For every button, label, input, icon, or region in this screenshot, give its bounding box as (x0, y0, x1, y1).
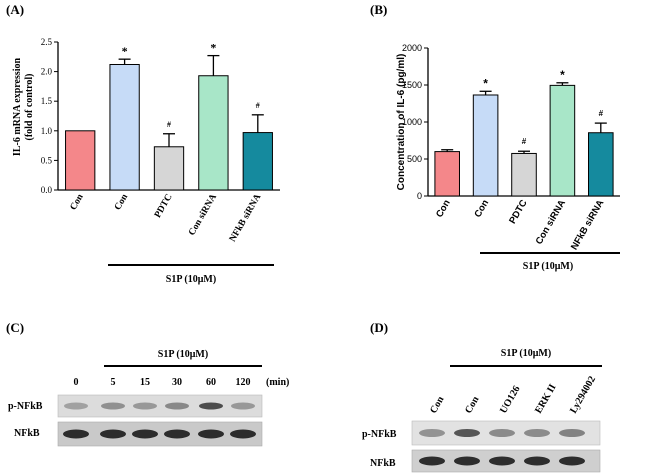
panel-label-d: (D) (370, 320, 388, 335)
chart-b-ytick-label: 0 (417, 191, 422, 201)
chart-b-category-label: PDTC (507, 198, 530, 226)
chart-b-category-label: NFkB siRNA (569, 198, 607, 252)
chart-b-bar (588, 132, 614, 197)
chart-b-bar (472, 94, 499, 197)
chart-a-bar (153, 146, 185, 191)
blot-c-band-pnfkb (133, 402, 157, 410)
blot-d-condition-label: S1P (10μM) (501, 348, 551, 359)
chart-b-bar (549, 84, 576, 197)
blot-c-band-nfkb (164, 429, 190, 439)
chart-a-category-label: NFkB siRNA (228, 192, 264, 244)
chart-b-category-label: Con (434, 198, 453, 220)
blot-d-band-nfkb (559, 456, 585, 466)
chart-a-significance-mark: # (256, 101, 260, 110)
chart-a-ytick-label: 1.5 (41, 96, 53, 106)
chart-a: 0.0 0.5 1.0 1.5 2.0 2.5 Con * Con # PDTC * Con siRNA… (41, 37, 280, 244)
chart-a-ytick-label: 2.5 (41, 37, 53, 47)
blot-d-band-pnfkb (419, 429, 445, 437)
blot-c-unit-label: (min) (266, 377, 289, 388)
blot-c-row-label-nfkb: NFkB (14, 428, 40, 439)
chart-b-significance-mark: # (599, 109, 604, 118)
chart-b-bar (434, 151, 460, 197)
blot-d-row-label-pnfkb: p-NFkB (362, 429, 397, 440)
chart-a-significance-mark: * (210, 41, 216, 55)
blot-c-row-label-pnfkb: p-NFkB (8, 401, 43, 412)
blot-d-band-pnfkb (454, 429, 480, 437)
chart-a-ylabel-line1: IL-6 mRNA expression (12, 57, 23, 156)
blot-c-band-pnfkb (101, 402, 125, 410)
blot-d-bands (419, 429, 585, 466)
blot-c-band-nfkb (100, 429, 126, 439)
chart-a-bar (109, 63, 140, 191)
panel-label-a: (A) (6, 2, 24, 17)
chart-b-significance-mark: # (522, 137, 527, 146)
chart-b-bar (511, 152, 537, 197)
chart-b-ytick-label: 500 (407, 154, 422, 164)
blot-d-band-pnfkb (489, 429, 515, 437)
blot-d-band-nfkb (524, 456, 550, 466)
chart-a-category-label: Con siRNA (187, 192, 219, 237)
blot-c-band-pnfkb (231, 402, 255, 410)
blot-d-band-pnfkb (559, 429, 585, 437)
chart-b-category-label: Con siRNA (534, 198, 568, 247)
blot-c-lane-labels: 0 5 15 30 60 120 (74, 377, 251, 388)
blot-c-condition-label: S1P (10μM) (158, 349, 208, 360)
blot-c-lane-label: 5 (111, 377, 116, 388)
chart-a-condition-label: S1P (10μM) (166, 274, 216, 285)
blot-c-band-pnfkb (199, 402, 223, 410)
chart-a-bar (65, 130, 96, 191)
blot-d-row-label-nfkb: NFkB (370, 458, 396, 469)
blot-d-lane-label: Con (428, 394, 447, 415)
chart-a-ytick-label: 0.5 (41, 155, 53, 165)
chart-b-ylabel: Concentration of IL-6 (pg/ml) (396, 54, 407, 191)
blot-c-lane-label: 30 (172, 377, 182, 388)
chart-a-ytick-label: 0.0 (41, 185, 53, 195)
chart-a-significance-mark: # (167, 120, 171, 129)
blot-c-strip-pnfkb (57, 394, 263, 418)
blot-c-bands (63, 402, 256, 439)
chart-a-category-label: PDTC (153, 192, 175, 220)
chart-b-ytick-label: 1500 (402, 80, 422, 90)
blot-c-lane-label: 0 (74, 377, 79, 388)
blot-c-band-nfkb (198, 429, 224, 439)
chart-a-significance-mark: * (122, 44, 128, 58)
blot-c-lane-label: 60 (206, 377, 216, 388)
blot-d-lane-label: UO126 (498, 384, 523, 415)
blot-d-band-nfkb (489, 456, 515, 466)
chart-a-ytick-label: 2.0 (41, 67, 53, 77)
chart-a-category-label: Con (113, 192, 130, 212)
blot-c-band-nfkb (132, 429, 158, 439)
blot-c-strip-nfkb (57, 421, 263, 447)
chart-b-condition-label: S1P (10μM) (523, 261, 573, 272)
panel-label-b: (B) (370, 2, 387, 17)
blot-d-lane-label: Con (463, 394, 482, 415)
chart-a-ytick-label: 1.0 (41, 126, 53, 136)
blot-d-lane-labels: Con Con UO126 ERK II Ly294002 (428, 374, 598, 415)
blot-d-lane-label: ERK II (533, 382, 559, 415)
chart-b-ytick-label: 2000 (402, 43, 422, 53)
blot-c-band-pnfkb (165, 402, 189, 410)
blot-d-band-nfkb (419, 456, 445, 466)
chart-a-bar (242, 132, 273, 191)
chart-a-ylabel-line2: (fold of control) (24, 73, 35, 140)
blot-d-band-pnfkb (524, 429, 550, 437)
chart-a-category-label: Con (69, 192, 86, 212)
blot-d-band-nfkb (454, 456, 480, 466)
blot-c-lane-label: 15 (140, 377, 150, 388)
blot-d-lane-label: Ly294002 (568, 374, 598, 415)
chart-b: 0 500 1000 1500 2000 Con * Con # PDTC * Con siRNA # N… (402, 43, 620, 252)
blot-c-band-pnfkb (64, 402, 88, 410)
chart-b-significance-mark: * (483, 76, 488, 90)
chart-a-bar (198, 75, 229, 191)
blot-c-band-nfkb (230, 429, 256, 439)
chart-b-significance-mark: * (560, 68, 565, 82)
chart-b-category-label: Con (472, 198, 491, 220)
blot-c-band-nfkb (63, 429, 89, 439)
panel-label-c: (C) (6, 320, 24, 335)
blot-c-lane-label: 120 (236, 377, 251, 388)
chart-b-ytick-label: 1000 (402, 117, 422, 127)
